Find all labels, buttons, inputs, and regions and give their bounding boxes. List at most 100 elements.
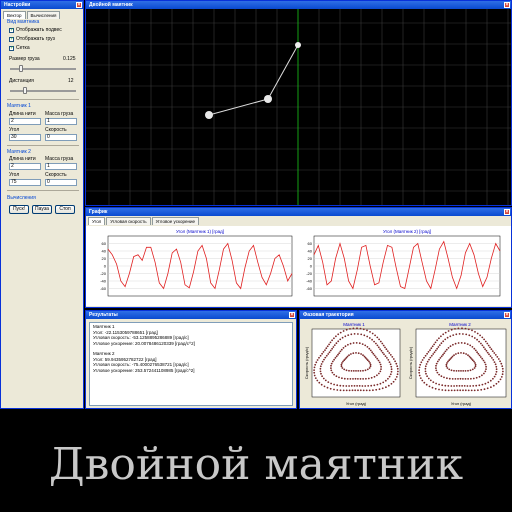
phase-plot-area [311,328,401,398]
trajectory-dot [335,355,338,358]
weight-size-slider-thumb[interactable] [19,65,23,72]
checkbox-show-weight[interactable]: ✓ Отображать груз [9,36,55,42]
pendulum2-length-input[interactable]: 2 [9,163,41,170]
trajectory-dot [324,379,327,382]
stop-button[interactable]: Стоп [55,205,75,214]
trajectory-dot [431,386,434,389]
trajectory-dot [319,370,322,373]
close-icon[interactable]: × [504,312,510,318]
graph-titlebar[interactable]: График × [86,208,511,216]
trajectory-dot [429,379,432,382]
pause-button[interactable]: Пауза [32,205,52,214]
trajectory-dot [424,365,427,368]
accuracy-slider[interactable] [10,90,76,92]
trajectory-dot [315,361,318,364]
pendulum2-speed-input[interactable]: 0 [45,179,77,186]
checkbox-grid[interactable]: ✓ Сетка [9,45,30,51]
trajectory-dot [362,328,365,331]
trajectory-dot [368,347,371,350]
accuracy-slider-thumb[interactable] [23,87,27,94]
trajectory-dot [448,377,451,380]
trajectory-dot [474,349,477,352]
trajectory-dot [357,333,359,335]
trajectory-dot [370,376,373,379]
trajectory-dot [493,375,496,378]
tab-vector[interactable]: Вектор [3,11,26,19]
trajectory-dot [385,348,388,351]
pendulum1-speed-input[interactable]: 0 [45,134,77,141]
trajectory-dot [387,377,389,380]
pendulum-weight-1[interactable] [264,95,272,103]
trajectory-dot [497,358,500,360]
phase-trajectory [418,327,504,392]
tab-angular-acceleration[interactable]: Угловое ускорение [151,217,200,225]
trajectory-dot [447,360,449,363]
trajectory-dot [473,347,476,350]
trajectory-dot [419,377,422,379]
tab-angle[interactable]: Угол [88,217,106,225]
weight-size-label: Размер груза [9,56,40,62]
settings-tabs: Вектор Вычисления [1,9,83,19]
results-window: Результаты × Маятник 1 Угол: -22.1153059… [85,310,297,409]
pendulum-canvas [86,9,511,205]
trajectory-dot [493,361,496,363]
pendulum1-length-input[interactable]: 2 [9,118,41,125]
trajectory-dot [475,376,478,379]
trajectory-dot [347,343,349,346]
pendulum1-mass-label: Масса груза [45,111,74,117]
trajectory-dot [361,385,364,387]
trajectory-dot [495,382,498,385]
pendulum2-angle-input[interactable]: 75 [9,179,41,186]
y-tick-label: 60 [308,241,313,246]
trajectory-dot [423,381,426,384]
trajectory-dot [446,377,448,380]
checkbox-label: Сетка [16,45,30,51]
trajectory-dot [423,356,425,359]
pendulum1-angle-input[interactable]: 30 [9,134,41,141]
settings-titlebar[interactable]: Настройки × [1,1,83,9]
pendulum-weight-2[interactable] [205,111,213,119]
trajectory-dot [457,327,460,330]
trajectory-dot [371,338,373,341]
pendulum2-mass-input[interactable]: 1 [45,163,77,170]
trajectory-dot [350,385,353,387]
pendulum1-mass-input[interactable]: 1 [45,118,77,125]
phase-titlebar[interactable]: Фазовая траектория × [300,311,511,319]
trajectory-dot [395,376,398,378]
trajectory-dot [368,360,370,363]
trajectory-dot [380,349,383,352]
trajectory-dot [378,338,380,341]
results-textbox[interactable]: Маятник 1 Угол: -22.1153059788651 [град]… [89,322,293,406]
close-icon[interactable]: × [76,2,82,8]
divider [7,190,79,191]
trajectory-dot [344,345,347,348]
trajectory-dot [501,367,504,370]
pendulum1-angle-label: Угол [9,127,20,133]
checkbox-box[interactable]: ✓ [9,35,15,42]
trajectory-dot [381,387,384,390]
trajectory-dot [465,333,468,336]
close-icon[interactable]: × [504,209,510,215]
start-button[interactable]: Пуск! [9,205,29,214]
trajectory-dot [370,384,373,387]
trajectory-dot [337,340,340,343]
trajectory-dot [344,335,347,338]
trajectory-dot [438,373,440,376]
trajectory-dot [444,331,447,334]
trajectory-dot [441,389,444,391]
trajectory-dot [466,385,469,387]
results-titlebar[interactable]: Результаты × [86,311,296,319]
pendulum-window-title: Двойной маятник [89,2,133,8]
checkbox-box[interactable]: ✓ [9,44,15,51]
trajectory-dot [318,381,321,384]
checkbox-box[interactable]: ✓ [9,26,15,33]
checkbox-show-suspension[interactable]: ✓ Отображать подвес [9,27,62,33]
tab-calculations[interactable]: Вычисления [26,11,61,19]
close-icon[interactable]: × [289,312,295,318]
trajectory-dot [387,384,390,387]
close-icon[interactable]: × [504,2,510,8]
trajectory-dot [333,337,335,340]
pendulum-titlebar[interactable]: Двойной маятник × [86,1,511,9]
tab-angular-velocity[interactable]: Угловая скорость [106,217,151,225]
weight-size-slider[interactable] [10,68,76,70]
